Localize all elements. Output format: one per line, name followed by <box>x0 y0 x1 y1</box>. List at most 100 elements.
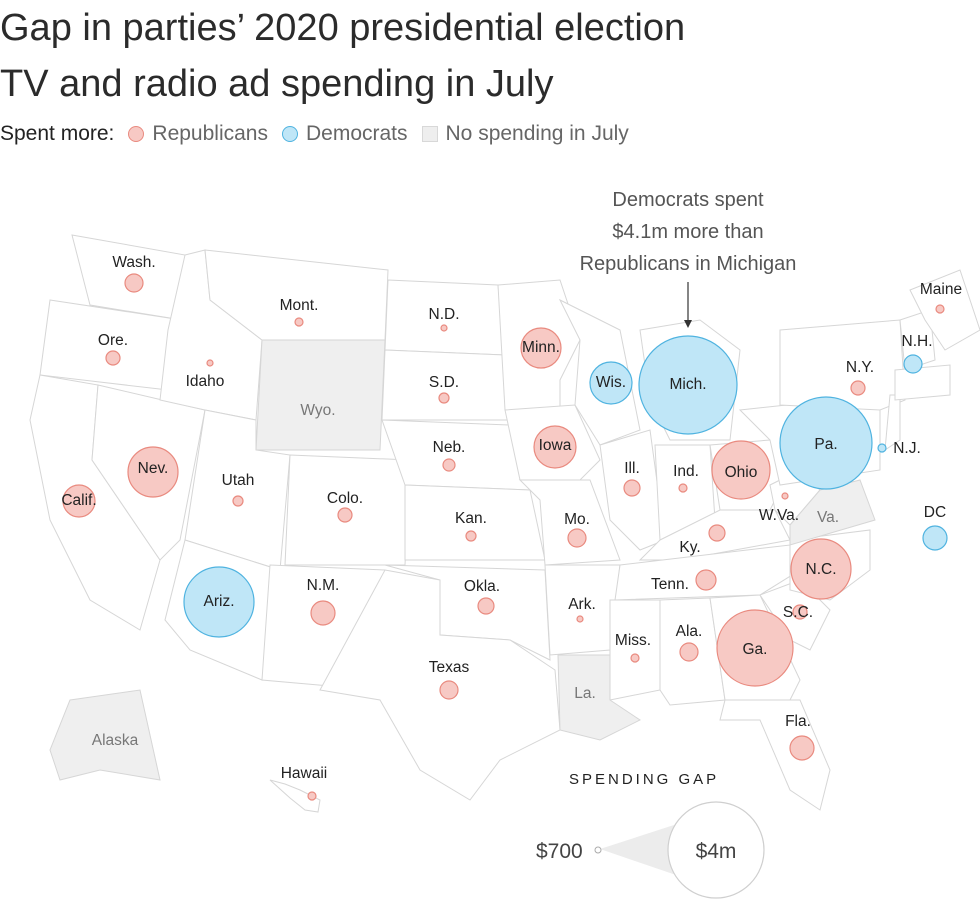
bubble-ny <box>850 380 866 396</box>
state-label-ga: Ga. <box>743 641 768 658</box>
legend-label: Spent more: <box>0 122 115 145</box>
state-label-nm: N.M. <box>307 577 340 594</box>
state-label-texas: Texas <box>429 659 470 676</box>
bubble-hawaii <box>307 791 317 801</box>
state-label-la: La. <box>574 685 596 702</box>
bubble-minn <box>520 327 562 369</box>
state-shape <box>789 479 876 546</box>
bubble-utah <box>232 495 244 507</box>
state-label-ny: N.Y. <box>846 359 874 376</box>
size-legend-title: SPENDING GAP <box>569 771 719 788</box>
state-label-fla: Fla. <box>785 713 811 730</box>
state-label-sc: S.C. <box>783 604 813 621</box>
bubble-calif <box>62 484 96 518</box>
state-shape <box>894 364 951 401</box>
bubble-sd <box>438 392 450 404</box>
bubble-wva <box>781 492 789 500</box>
bubble-ore <box>105 350 121 366</box>
state-label-ky: Ky. <box>679 539 700 556</box>
no-spending-swatch <box>421 126 438 142</box>
state-label-dc: DC <box>924 504 946 521</box>
michigan-annotation: Democrats spent $4.1m more than Republic… <box>579 189 797 275</box>
state-label-utah: Utah <box>222 472 255 489</box>
state-shape <box>518 479 621 566</box>
state-label-idaho: Idaho <box>186 373 225 390</box>
size-legend-max-label: $4m <box>696 840 737 863</box>
state-label-ind: Ind. <box>673 463 699 480</box>
bubble-texas <box>439 680 459 700</box>
state-label-wash: Wash. <box>112 254 155 271</box>
state-shape <box>909 269 980 351</box>
state-label-nev: Nev. <box>138 460 169 477</box>
state-label-ohio: Ohio <box>725 464 758 481</box>
chart-title: Gap in parties’ 2020 presidential electi… <box>0 0 980 112</box>
state-label-colo: Colo. <box>327 490 363 507</box>
bubble-ky <box>708 524 726 542</box>
bubble-ind <box>678 483 688 493</box>
bubble-iowa <box>533 425 577 469</box>
state-label-wyo: Wyo. <box>300 402 335 419</box>
state-label-neb: Neb. <box>433 439 466 456</box>
bubble-colo <box>337 507 353 523</box>
label-layer: Wash. Ore. Calif. Nev. Idaho Mont. Utah Ariz. Co… <box>61 254 962 782</box>
state-label-calif: Calif. <box>61 492 96 509</box>
bubble-ohio <box>711 440 771 500</box>
state-label-minn: Minn. <box>522 339 560 356</box>
state-shape <box>779 319 906 411</box>
state-label-mont: Mont. <box>280 297 319 314</box>
state-label-ill: Ill. <box>624 460 640 477</box>
bubble-ariz <box>183 566 255 638</box>
bubble-miss <box>630 653 640 663</box>
state-label-okla: Okla. <box>464 578 500 595</box>
bubble-kan <box>465 530 477 542</box>
annotation-arrow <box>684 282 692 328</box>
bubble-okla <box>477 597 495 615</box>
bubble-neb <box>442 458 456 472</box>
bubble-ga <box>716 609 794 687</box>
bubble-ark <box>576 615 584 623</box>
bubble-layer <box>62 273 948 801</box>
state-shape <box>557 654 641 741</box>
bubble-nd <box>440 324 448 332</box>
state-label-ala: Ala. <box>676 623 703 640</box>
state-label-ariz: Ariz. <box>204 593 235 610</box>
bubble-sc <box>792 604 808 620</box>
color-legend: Spent more: Republicans Democrats No spe… <box>0 120 643 148</box>
bubble-pa <box>779 396 873 490</box>
state-label-sd: S.D. <box>429 374 459 391</box>
state-label-wis: Wis. <box>596 374 626 391</box>
bubble-mo <box>567 528 587 548</box>
state-shape <box>269 779 321 813</box>
bubble-fla <box>789 735 815 761</box>
size-legend-large-circle <box>667 801 765 899</box>
size-legend-small-circle <box>594 846 602 854</box>
bubble-maine <box>935 304 945 314</box>
state-label-nh: N.H. <box>902 333 933 350</box>
legend-democrats: Democrats <box>281 122 408 146</box>
state-label-nj: N.J. <box>893 440 921 457</box>
state-label-kan: Kan. <box>455 510 487 527</box>
state-shape <box>255 339 386 451</box>
state-label-wva: W.Va. <box>759 507 799 524</box>
state-shape <box>49 689 161 781</box>
title-line-2: TV and radio ad spending in July <box>0 63 554 105</box>
bubble-nev <box>127 446 179 498</box>
size-legend: SPENDING GAP $700 $4m <box>536 771 765 899</box>
democrat-swatch <box>281 126 298 142</box>
state-label-va: Va. <box>817 509 839 526</box>
bubble-ill <box>623 479 641 497</box>
state-shape <box>899 309 936 371</box>
bubble-tenn <box>695 569 717 591</box>
bubble-nc <box>790 538 852 600</box>
state-label-maine: Maine <box>920 281 962 298</box>
title-line-1: Gap in parties’ 2020 presidential electi… <box>0 7 686 49</box>
bubble-wash <box>124 273 144 293</box>
bubble-nj <box>877 443 887 453</box>
bubble-ala <box>679 642 699 662</box>
bubble-dc <box>922 525 948 551</box>
bubble-mont <box>294 317 304 327</box>
state-label-alaska: Alaska <box>92 732 139 749</box>
bubble-mich <box>638 335 738 435</box>
state-label-miss: Miss. <box>615 632 651 649</box>
